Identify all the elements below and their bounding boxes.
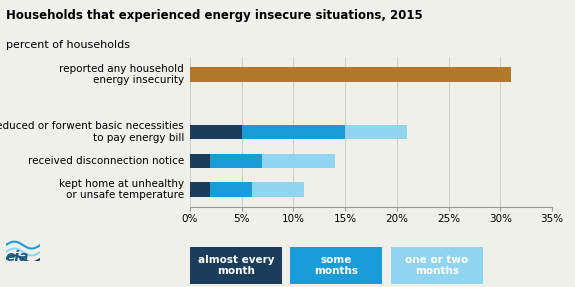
Text: Households that experienced energy insecure situations, 2015: Households that experienced energy insec… [6,9,423,22]
Bar [190,125,241,139]
Bar [210,182,252,197]
Text: one or two
months: one or two months [405,255,469,276]
Bar [345,125,407,139]
Bar [252,182,304,197]
Bar [210,154,262,168]
Bar [190,154,210,168]
Bar [190,67,511,82]
Bar [190,182,210,197]
Text: some
months: some months [315,255,358,276]
Bar [242,125,345,139]
Bar [262,154,335,168]
Text: percent of households: percent of households [6,40,130,50]
Text: eia: eia [6,250,29,264]
Text: almost every
month: almost every month [197,255,274,276]
